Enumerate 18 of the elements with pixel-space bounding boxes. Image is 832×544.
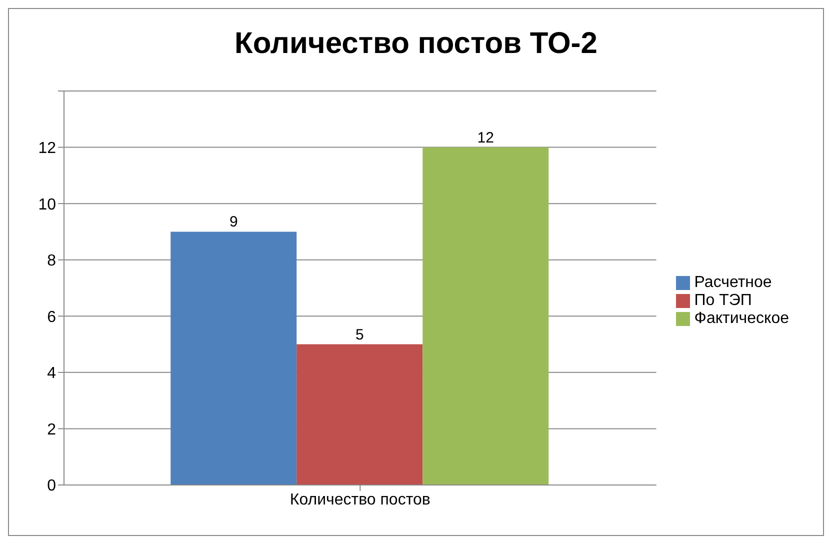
y-tick-label: 4 [47,365,56,382]
chart-title: Количество постов ТО-2 [234,27,598,62]
x-tick-label: Количество постов [290,491,430,508]
legend-label: Расчетное [694,274,772,291]
legend-label: Фактическое [694,310,789,327]
bar [296,344,423,485]
y-tick-label: 0 [47,478,56,495]
data-label: 12 [477,129,494,146]
bar [170,232,297,485]
y-tick-label: 10 [38,196,56,214]
bar [422,147,549,485]
data-label: 5 [355,326,364,344]
y-tick-label: 2 [47,421,56,438]
y-tick-label: 6 [47,308,56,326]
legend-label: По ТЭП [694,292,752,309]
y-tick-label: 8 [47,252,56,270]
y-tick-label: 12 [38,140,56,157]
data-label: 9 [229,214,238,231]
